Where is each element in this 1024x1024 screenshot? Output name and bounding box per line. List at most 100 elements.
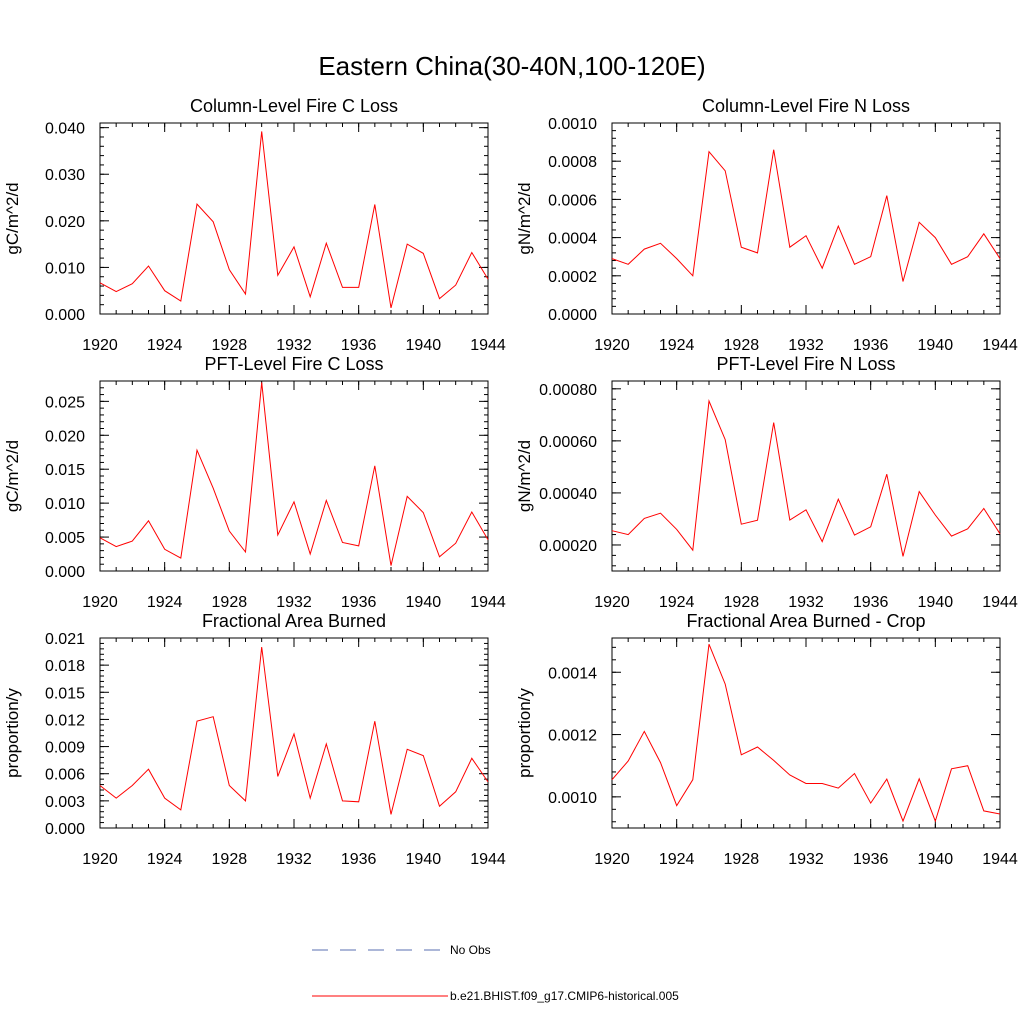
x-tick-label: 1944	[982, 851, 1018, 868]
y-tick-label: 0.0014	[548, 665, 597, 682]
y-tick-label: 0.000	[45, 821, 85, 838]
series-line	[611, 399, 1001, 557]
y-tick-label: 0.018	[45, 658, 85, 675]
y-tick-label: 0.010	[45, 260, 85, 277]
y-tick-label: 0.005	[45, 530, 85, 547]
plot-frame	[99, 380, 489, 572]
x-tick-label: 1932	[788, 594, 824, 611]
x-tick-label: 1920	[82, 851, 118, 868]
panel-title: Column-Level Fire N Loss	[702, 96, 910, 116]
panels: Column-Level Fire C Loss gC/m^2/d 1920 1924…	[3, 96, 1018, 868]
plot-frame	[611, 122, 1001, 315]
y-tick-label: 0.020	[45, 428, 85, 445]
x-tick-label: 1932	[276, 337, 312, 354]
y-tick-label: 0.009	[45, 740, 85, 757]
x-tick-label: 1944	[470, 851, 506, 868]
plot-frame	[99, 122, 489, 315]
x-tick-label: 1920	[594, 337, 630, 354]
series-line	[611, 149, 1001, 282]
y-axis-label: gC/m^2/d	[3, 440, 22, 512]
x-tick-label: 1940	[406, 594, 442, 611]
chart-panel-5: Fractional Area Burned proportion/y 1920 19…	[3, 611, 506, 868]
x-tick-label: 1936	[853, 594, 889, 611]
panel-title: Fractional Area Burned - Crop	[686, 611, 925, 631]
x-tick-label: 1932	[276, 851, 312, 868]
y-tick-label: 0.0012	[548, 728, 597, 745]
x-tick-label: 1944	[470, 337, 506, 354]
y-axis-label: proportion/y	[3, 688, 22, 778]
chart-panel-1: Column-Level Fire C Loss gC/m^2/d 1920 1924…	[3, 96, 506, 354]
y-tick-label: 0.015	[45, 462, 85, 479]
y-tick-label: 0.000	[45, 564, 85, 581]
y-tick-label: 0.0006	[548, 192, 597, 209]
y-tick-label: 0.015	[45, 685, 85, 702]
legend-obs-label: No Obs	[450, 943, 491, 957]
x-tick-label: 1932	[788, 851, 824, 868]
series-line	[611, 644, 1001, 823]
y-axis-label: gC/m^2/d	[3, 182, 22, 254]
x-tick-label: 1936	[341, 337, 377, 354]
x-tick-label: 1932	[788, 337, 824, 354]
y-axis-label: gN/m^2/d	[515, 182, 534, 254]
x-tick-label: 1928	[212, 594, 248, 611]
x-tick-label: 1944	[470, 594, 506, 611]
y-tick-label: 0.0000	[548, 307, 597, 324]
x-tick-label: 1920	[82, 594, 118, 611]
x-tick-label: 1920	[594, 594, 630, 611]
series-line	[99, 131, 489, 309]
y-tick-label: 0.0004	[548, 231, 597, 248]
x-tick-label: 1924	[659, 594, 695, 611]
x-tick-label: 1936	[341, 594, 377, 611]
y-tick-label: 0.0010	[548, 116, 597, 133]
y-tick-label: 0.025	[45, 394, 85, 411]
chart-panel-2: Column-Level Fire N Loss gN/m^2/d 1920 1924…	[515, 96, 1018, 354]
x-tick-label: 1944	[982, 337, 1018, 354]
y-tick-label: 0.0008	[548, 154, 597, 171]
panel-title: Fractional Area Burned	[202, 611, 386, 631]
x-tick-label: 1936	[341, 851, 377, 868]
panel-title: PFT-Level Fire N Loss	[716, 354, 895, 374]
x-tick-label: 1940	[406, 337, 442, 354]
y-tick-label: 0.010	[45, 496, 85, 513]
panel-title: PFT-Level Fire C Loss	[204, 354, 383, 374]
series-line	[99, 382, 489, 566]
x-tick-label: 1936	[853, 337, 889, 354]
x-tick-label: 1940	[406, 851, 442, 868]
x-tick-label: 1940	[918, 594, 954, 611]
y-tick-label: 0.00040	[539, 486, 597, 503]
y-tick-label: 0.003	[45, 794, 85, 811]
y-tick-label: 0.040	[45, 121, 85, 138]
y-tick-label: 0.006	[45, 767, 85, 784]
x-tick-label: 1944	[982, 594, 1018, 611]
series-line	[99, 646, 489, 815]
y-tick-label: 0.021	[45, 631, 85, 648]
x-tick-label: 1928	[212, 851, 248, 868]
x-tick-label: 1924	[147, 851, 183, 868]
x-tick-label: 1928	[724, 594, 760, 611]
x-tick-label: 1940	[918, 851, 954, 868]
y-tick-label: 0.000	[45, 307, 85, 324]
figure-title: Eastern China(30-40N,100-120E)	[318, 51, 705, 81]
chart-panel-3: PFT-Level Fire C Loss gC/m^2/d 1920 1924 192…	[3, 354, 506, 611]
x-tick-label: 1932	[276, 594, 312, 611]
x-tick-label: 1936	[853, 851, 889, 868]
legend-model-label: b.e21.BHIST.f09_g17.CMIP6-historical.005	[450, 989, 679, 1003]
y-tick-label: 0.00060	[539, 434, 597, 451]
chart-panel-6: Fractional Area Burned - Crop proportion/…	[515, 611, 1018, 868]
x-tick-label: 1928	[724, 337, 760, 354]
y-tick-label: 0.020	[45, 214, 85, 231]
y-tick-label: 0.0002	[548, 269, 597, 286]
panel-title: Column-Level Fire C Loss	[190, 96, 398, 116]
x-tick-label: 1924	[147, 594, 183, 611]
legend: No Obs b.e21.BHIST.f09_g17.CMIP6-histori…	[312, 943, 679, 1003]
y-axis-label: gN/m^2/d	[515, 440, 534, 512]
x-tick-label: 1940	[918, 337, 954, 354]
x-tick-label: 1924	[659, 337, 695, 354]
x-tick-label: 1920	[82, 337, 118, 354]
y-tick-label: 0.0010	[548, 790, 597, 807]
x-tick-label: 1928	[212, 337, 248, 354]
y-axis-label: proportion/y	[515, 688, 534, 778]
x-tick-label: 1924	[659, 851, 695, 868]
y-tick-label: 0.030	[45, 167, 85, 184]
